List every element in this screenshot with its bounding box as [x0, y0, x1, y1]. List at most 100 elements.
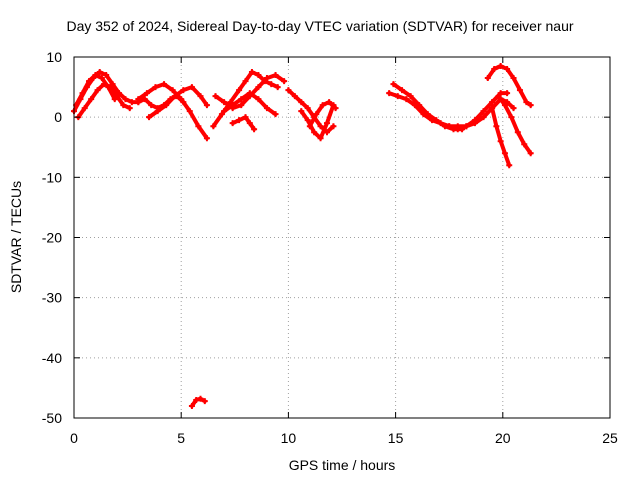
data-point: [319, 102, 326, 109]
data-point: [161, 81, 168, 88]
x-tick-label: 0: [70, 430, 78, 446]
data-point: [313, 111, 320, 118]
data-point: [98, 75, 105, 82]
y-tick-label: -30: [42, 290, 62, 306]
y-tick-label: -10: [42, 169, 62, 185]
data-point: [86, 78, 93, 85]
data-point: [263, 75, 270, 82]
data-series-arc-19: [495, 93, 534, 157]
data-point: [152, 84, 159, 91]
data-point: [491, 66, 498, 73]
data-series-arc-10: [229, 114, 258, 133]
data-point: [122, 96, 129, 103]
data-point: [272, 72, 279, 79]
y-axis-title: SDTVAR / TECUs: [8, 180, 24, 294]
data-point: [212, 93, 219, 100]
data-point: [188, 84, 195, 91]
data-point: [332, 105, 339, 112]
data-point: [210, 123, 217, 130]
data-series-arc-20: [188, 395, 208, 409]
data-point: [195, 123, 202, 130]
data-point: [463, 123, 470, 130]
data-point: [197, 395, 204, 402]
y-tick-label: -40: [42, 350, 62, 366]
data-point: [403, 96, 410, 103]
data-point: [229, 120, 236, 127]
data-point: [272, 111, 279, 118]
data-point: [527, 102, 534, 109]
data-point: [221, 99, 228, 106]
data-point: [238, 96, 245, 103]
data-point: [148, 102, 155, 109]
data-point: [92, 72, 99, 79]
data-point: [527, 150, 534, 157]
data-point: [506, 162, 513, 169]
data-point: [188, 402, 195, 409]
series-line: [299, 103, 336, 141]
data-point: [495, 93, 502, 100]
data-point: [242, 114, 249, 121]
data-series-arc-11: [285, 87, 337, 136]
data-point: [386, 90, 393, 97]
series-line: [496, 94, 533, 156]
data-point: [523, 99, 530, 106]
y-tick-label: -50: [42, 410, 62, 426]
data-point: [493, 123, 500, 130]
data-point: [246, 90, 253, 97]
data-point: [268, 81, 275, 88]
data-point: [317, 123, 324, 130]
data-point: [81, 105, 88, 112]
data-point: [96, 69, 103, 76]
data-point: [281, 78, 288, 85]
data-point: [454, 126, 461, 133]
data-series-arc-9: [221, 90, 279, 118]
data-point: [263, 105, 270, 112]
x-tick-label: 20: [495, 430, 511, 446]
data-point: [94, 87, 101, 94]
data-point: [446, 123, 453, 130]
data-point: [126, 105, 133, 112]
data-point: [399, 87, 406, 94]
data-point: [521, 141, 528, 148]
data-point: [255, 72, 262, 79]
data-point: [255, 96, 262, 103]
data-point: [516, 87, 523, 94]
data-point: [497, 138, 504, 145]
data-point: [501, 102, 508, 109]
y-tick-label: 10: [46, 49, 62, 65]
data-point: [323, 120, 330, 127]
data-point: [489, 99, 496, 106]
data-point: [480, 108, 487, 115]
data-point: [248, 69, 255, 76]
data-point: [306, 123, 313, 130]
y-tick-label: 0: [54, 109, 62, 125]
data-point: [88, 96, 95, 103]
x-tick-label: 15: [388, 430, 404, 446]
data-point: [201, 398, 208, 405]
data-point: [510, 75, 517, 82]
data-point: [186, 108, 193, 115]
data-point: [193, 396, 200, 403]
data-point: [180, 99, 187, 106]
data-point: [143, 90, 150, 97]
data-series-arc-13: [306, 99, 339, 130]
data-point: [105, 84, 112, 91]
data-point: [298, 108, 305, 115]
data-point: [227, 99, 234, 106]
data-point: [251, 126, 258, 133]
data-point: [285, 87, 292, 94]
data-series-arc-4: [135, 81, 210, 142]
data-point: [154, 105, 161, 112]
data-point: [304, 105, 311, 112]
data-point: [203, 102, 210, 109]
data-point: [103, 72, 110, 79]
data-point: [169, 87, 176, 94]
data-point: [311, 129, 318, 136]
data-point: [274, 84, 281, 91]
data-point: [424, 111, 431, 118]
data-point: [291, 93, 298, 100]
data-point: [504, 66, 511, 73]
data-point: [109, 81, 116, 88]
data-point: [246, 120, 253, 127]
